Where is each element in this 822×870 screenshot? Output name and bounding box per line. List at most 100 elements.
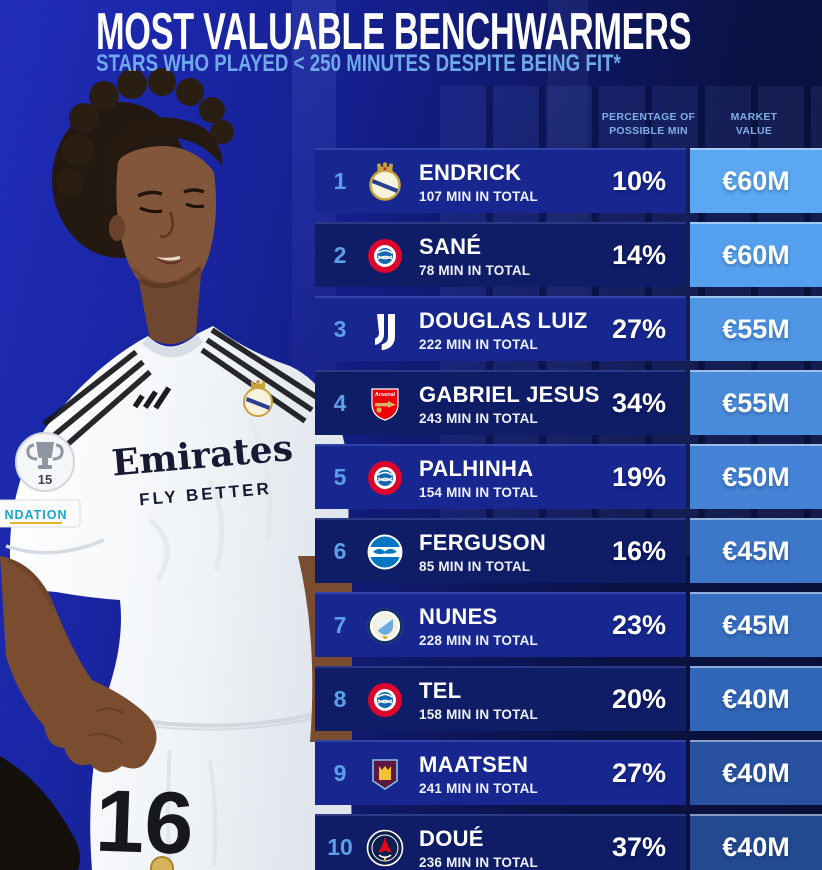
player-info: MAATSEN 241 MIN IN TOTAL: [419, 752, 538, 796]
player-name: GABRIEL JESUS: [419, 381, 600, 407]
minutes-total: 241 MIN IN TOTAL: [419, 780, 538, 796]
rank-number: 3: [333, 316, 347, 342]
percentage-value: 19%: [611, 462, 666, 492]
player-name: MAATSEN: [419, 751, 529, 777]
table-row-main: 3 DOUGLAS LUIZ 222 MIN IN TOTAL 27%: [315, 296, 686, 361]
minutes-total: 78 MIN IN TOTAL: [419, 262, 531, 278]
shorts-number: 16: [94, 770, 195, 870]
player-face: [104, 117, 223, 298]
player-info: FERGUSON 85 MIN IN TOTAL: [419, 530, 546, 574]
market-value-cell: €55M: [690, 296, 822, 361]
percentage-value: 23%: [611, 610, 666, 640]
shorts-crest-icon: [150, 856, 174, 870]
percentage-value: 27%: [611, 758, 666, 788]
player-info: DOUÉ 236 MIN IN TOTAL: [419, 826, 538, 870]
adidas-logo-icon: [132, 386, 172, 410]
rank-number: 8: [333, 686, 347, 712]
player-info: NUNES 228 MIN IN TOTAL: [419, 604, 538, 648]
table-row: 5 PALHINHA 154 MIN IN TOTAL 19% €50M: [315, 444, 822, 509]
table-row: 4 Arsenal GABRIEL JESUS 243 MIN IN TOTAL…: [315, 370, 822, 435]
player-name: SANÉ: [419, 233, 482, 259]
foundation-patch-text: NDATION: [4, 508, 67, 522]
foundation-patch: NDATION: [0, 499, 81, 528]
rank-number: 4: [333, 390, 347, 416]
minutes-total: 243 MIN IN TOTAL: [419, 410, 538, 426]
player-name: PALHINHA: [419, 455, 534, 481]
table-row: 6 FERGUSON 85 MIN IN TOTAL 16% €45M: [315, 518, 822, 583]
player-name: TEL: [419, 677, 462, 703]
player-name: DOUGLAS LUIZ: [419, 307, 588, 333]
rank-number: 5: [333, 464, 347, 490]
table-row-main: 4 Arsenal GABRIEL JESUS 243 MIN IN TOTAL…: [315, 370, 686, 435]
column-header-percentage-line2: POSSIBLE MIN: [609, 124, 688, 137]
minutes-total: 154 MIN IN TOTAL: [419, 484, 538, 500]
player-info: ENDRICK 107 MIN IN TOTAL: [419, 160, 538, 204]
psg-crest-icon: [365, 828, 405, 868]
market-value-cell: €50M: [690, 444, 822, 509]
table-row-main: 7 NUNES 228 MIN IN TOTAL 23%: [315, 592, 686, 657]
player-hand: [0, 556, 157, 773]
table-row-main: 2 SANÉ 78 MIN IN TOTAL 14%: [315, 222, 686, 287]
market-value-cell: €55M: [690, 370, 822, 435]
jersey-collar: [142, 334, 203, 358]
market-value-cell: €40M: [690, 814, 822, 870]
real-madrid-jersey-crest-icon: [243, 380, 273, 417]
player-info: SANÉ 78 MIN IN TOTAL: [419, 234, 530, 278]
page-subtitle: STARS WHO PLAYED < 250 MINUTES DESPITE B…: [96, 50, 621, 77]
player-name: DOUÉ: [419, 825, 484, 851]
market-value-cell: €60M: [690, 222, 822, 287]
rank-number: 7: [333, 612, 347, 638]
rank-number: 6: [333, 538, 347, 564]
player-info: DOUGLAS LUIZ 222 MIN IN TOTAL: [419, 308, 588, 352]
player-neck: [138, 262, 202, 345]
rank-number: 2: [333, 242, 347, 268]
table-row-main: 8 TEL 158 MIN IN TOTAL 20%: [315, 666, 686, 731]
table-row: 2 SANÉ 78 MIN IN TOTAL 14% €60M: [315, 222, 822, 287]
column-header-percentage: PERCENTAGE OF POSSIBLE MIN: [576, 111, 721, 138]
bayern-munich-crest-icon: [365, 236, 405, 276]
table-row-main: 10 DOUÉ 236 MIN IN TOTAL 37%: [315, 814, 686, 870]
table-row: 10 DOUÉ 236 MIN IN TOTAL 37% €40M: [315, 814, 822, 870]
svg-text:Arsenal: Arsenal: [375, 392, 396, 398]
arsenal-crest-icon: Arsenal: [365, 384, 405, 424]
market-value-cell: €45M: [690, 592, 822, 657]
table-row: 1 ENDRICK 107 MIN IN TOTAL 10% €60M: [315, 148, 822, 213]
minutes-total: 236 MIN IN TOTAL: [419, 854, 538, 870]
shoulder-stripes: [42, 327, 320, 453]
aston-villa-crest-icon: [365, 754, 405, 794]
rank-number: 9: [333, 760, 347, 786]
rank-number: 10: [327, 834, 353, 860]
juventus-crest-icon: [365, 310, 405, 350]
column-header-percentage-line1: PERCENTAGE OF: [601, 111, 696, 123]
percentage-value: 10%: [611, 166, 666, 196]
rankings-table: 1 ENDRICK 107 MIN IN TOTAL 10% €60M 2 SA…: [315, 148, 822, 870]
manchester-city-crest-icon: [365, 606, 405, 646]
market-value-cell: €40M: [690, 666, 822, 731]
minutes-total: 222 MIN IN TOTAL: [419, 336, 538, 352]
market-value-cell: €45M: [690, 518, 822, 583]
column-header-market-value: MARKET VALUE: [686, 111, 822, 138]
player-name: NUNES: [419, 603, 498, 629]
table-row: 3 DOUGLAS LUIZ 222 MIN IN TOTAL 27% €55M: [315, 296, 822, 361]
bayern-munich-crest-icon: [365, 680, 405, 720]
minutes-total: 85 MIN IN TOTAL: [419, 558, 531, 574]
table-row: 8 TEL 158 MIN IN TOTAL 20% €40M: [315, 666, 822, 731]
ucl-badge-number: 15: [38, 472, 52, 487]
table-row: 9 MAATSEN 241 MIN IN TOTAL 27% €40M: [315, 740, 822, 805]
column-header-market-value-line2: VALUE: [735, 124, 773, 137]
percentage-value: 14%: [611, 240, 666, 270]
percentage-value: 34%: [611, 388, 666, 418]
table-row-main: 1 ENDRICK 107 MIN IN TOTAL 10%: [315, 148, 686, 213]
percentage-value: 20%: [611, 684, 666, 714]
table-row-main: 6 FERGUSON 85 MIN IN TOTAL 16%: [315, 518, 686, 583]
real-madrid-crest-icon: [365, 161, 405, 202]
percentage-value: 37%: [611, 832, 666, 862]
player-info: TEL 158 MIN IN TOTAL: [419, 678, 538, 722]
table-row: 7 NUNES 228 MIN IN TOTAL 23% €45M: [315, 592, 822, 657]
foreground-shadow: [0, 756, 80, 870]
player-photo: 15 NDATION Emirates FLY BETTER 16: [0, 68, 352, 870]
brighton-crest-icon: [365, 532, 405, 572]
market-value-cell: €40M: [690, 740, 822, 805]
player-info: GABRIEL JESUS 243 MIN IN TOTAL: [419, 382, 600, 426]
